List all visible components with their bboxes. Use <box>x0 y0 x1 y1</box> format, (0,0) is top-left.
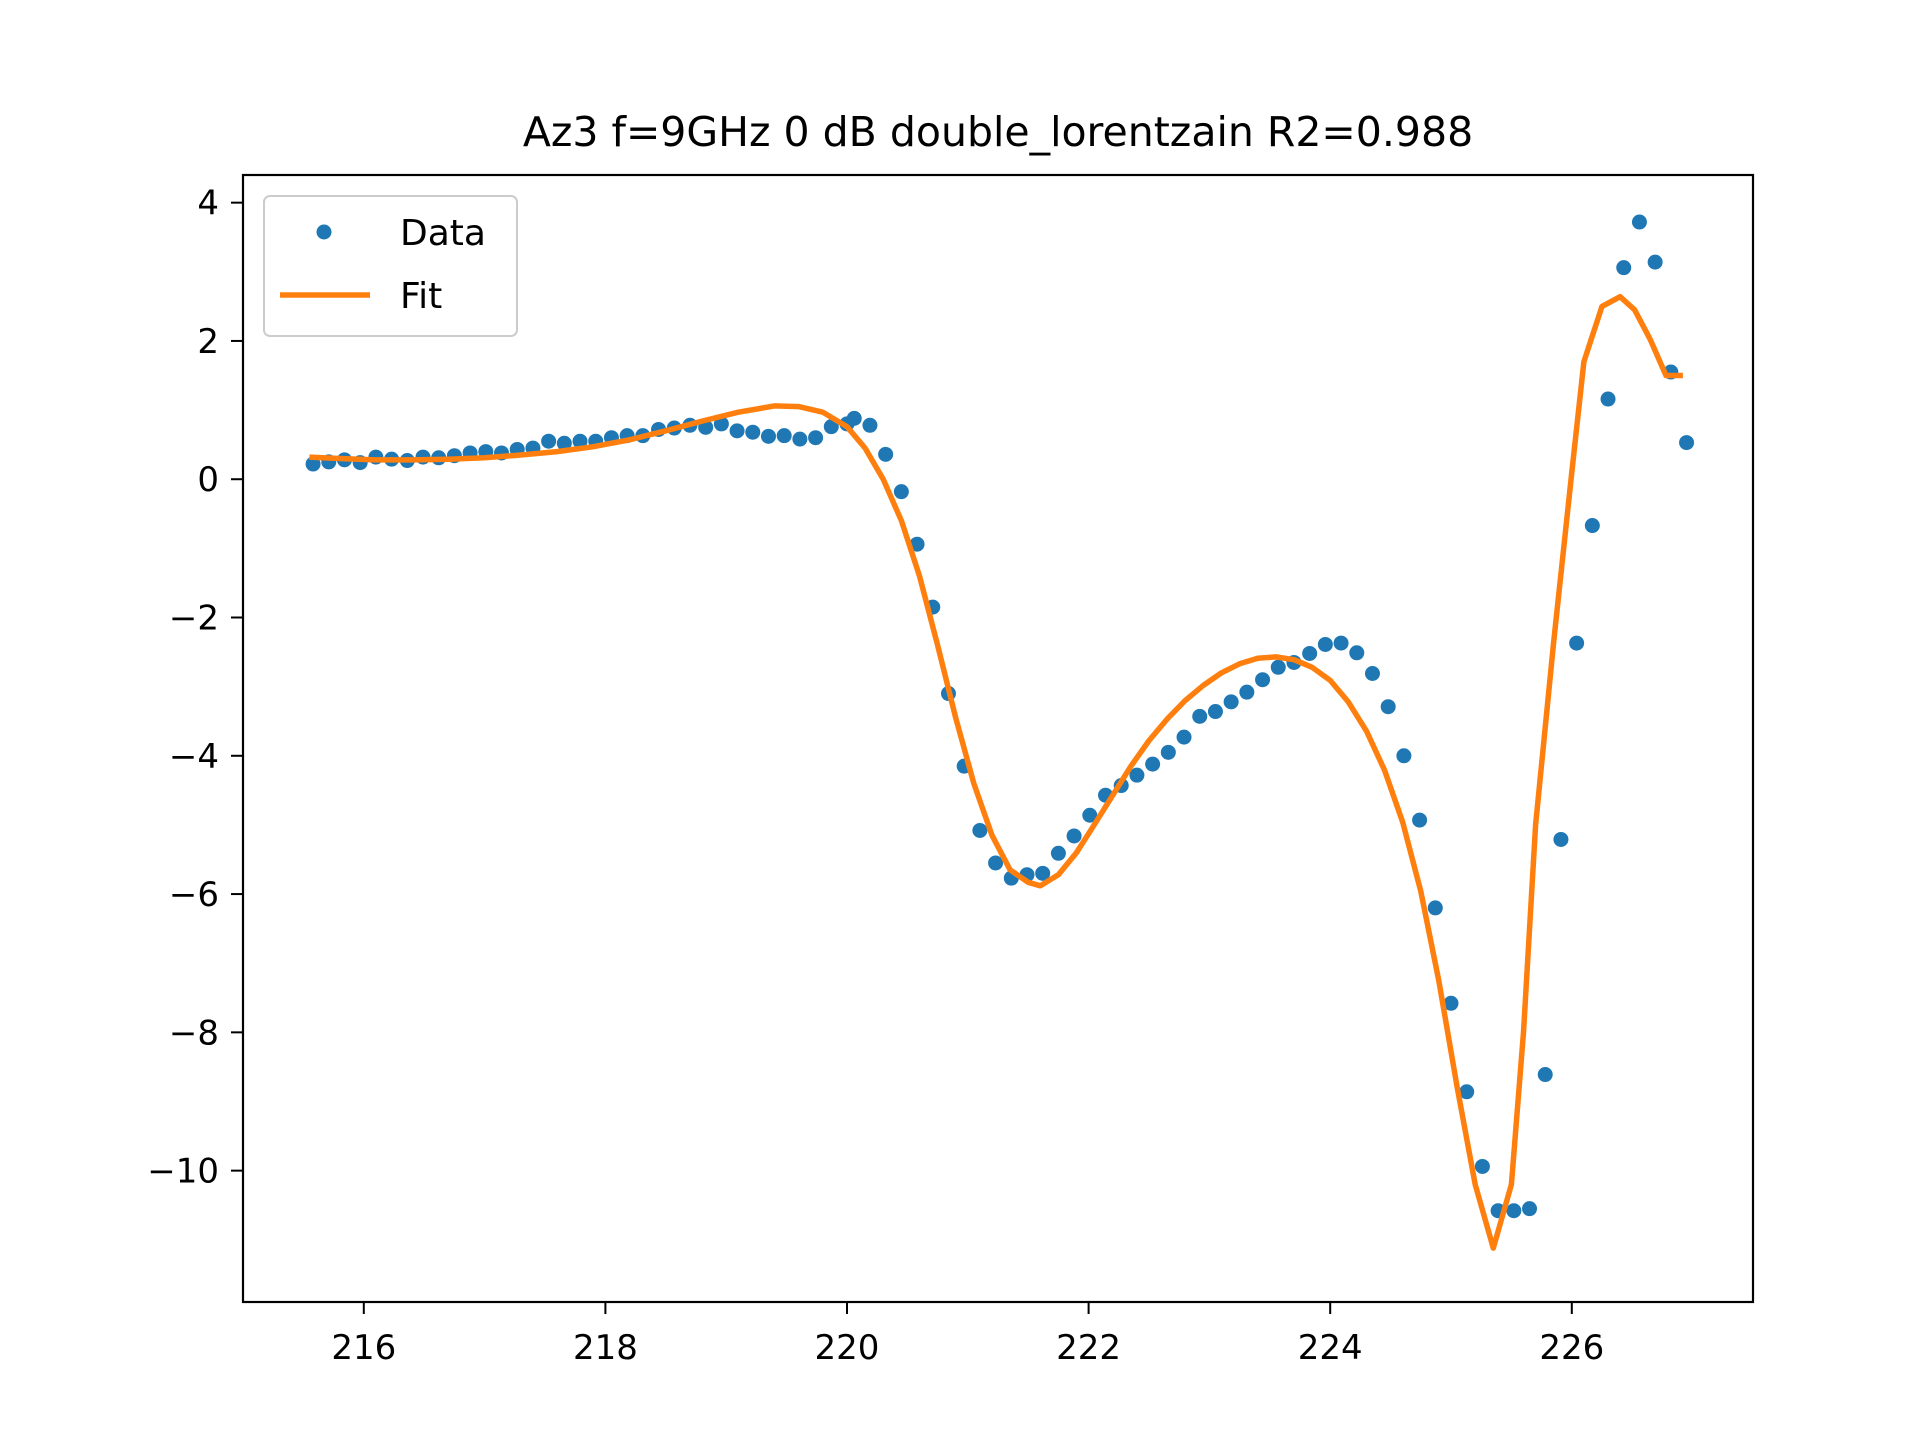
data-point <box>713 416 729 432</box>
data-point <box>823 419 839 435</box>
legend-label-data: Data <box>400 213 486 254</box>
data-point <box>1349 645 1365 661</box>
chart-title: Az3 f=9GHz 0 dB double_lorentzain R2=0.9… <box>523 108 1473 156</box>
y-tick-label: −8 <box>169 1013 219 1053</box>
data-point <box>862 417 878 433</box>
data-point <box>1679 435 1695 451</box>
data-point <box>1176 729 1192 745</box>
y-tick-label: −2 <box>169 599 219 639</box>
data-point <box>1317 636 1333 652</box>
data-point <box>729 423 745 439</box>
y-tick-label: 2 <box>197 322 219 362</box>
data-point <box>1255 672 1271 688</box>
data-point <box>1239 684 1255 700</box>
data-point <box>1396 748 1412 764</box>
data-point <box>1427 900 1443 916</box>
fit-line <box>309 293 1683 1251</box>
data-point <box>1459 1084 1475 1100</box>
legend-label-fit: Fit <box>400 276 442 317</box>
data-point <box>1160 744 1176 760</box>
data-point <box>878 446 894 462</box>
data-point <box>1066 828 1082 844</box>
data-point <box>972 822 988 838</box>
data-point <box>1207 704 1223 720</box>
data-point <box>556 435 572 451</box>
data-point <box>846 410 862 426</box>
data-point <box>1364 666 1380 682</box>
x-tick-label: 218 <box>573 1328 638 1368</box>
data-point <box>1333 635 1349 651</box>
data-point <box>1412 812 1428 828</box>
axis-ticks: 216 218 220 222 224 226 4 2 0 −2 −4 −6 −8 −10 <box>147 184 1604 1368</box>
data-point <box>1522 1201 1538 1217</box>
data-point <box>808 430 824 446</box>
data-point <box>1443 995 1459 1011</box>
x-tick-label: 220 <box>815 1328 880 1368</box>
data-point <box>1050 845 1066 861</box>
data-point <box>1537 1067 1553 1083</box>
y-tick-label: −10 <box>147 1152 219 1192</box>
data-point <box>1082 807 1098 823</box>
x-tick-label: 224 <box>1298 1328 1363 1368</box>
axes-frame <box>241 173 1755 1304</box>
data-point <box>1270 659 1286 675</box>
data-point <box>1600 391 1616 407</box>
x-tick-label: 216 <box>331 1328 396 1368</box>
data-point <box>760 428 776 444</box>
y-tick-label: −6 <box>169 875 219 915</box>
data-point <box>1380 699 1396 715</box>
legend: Data Fit <box>263 195 518 337</box>
data-point <box>776 428 792 444</box>
data-point <box>745 424 761 440</box>
data-point <box>1302 645 1318 661</box>
data-point <box>1616 260 1632 276</box>
data-point <box>893 484 909 500</box>
legend-data-marker <box>316 224 332 240</box>
data-point <box>572 433 588 449</box>
data-point <box>1553 831 1569 847</box>
data-point <box>1631 214 1647 230</box>
data-point <box>909 536 925 552</box>
x-tick-label: 222 <box>1056 1328 1121 1368</box>
data-point <box>1192 708 1208 724</box>
data-point <box>1035 865 1051 881</box>
y-tick-label: 0 <box>197 460 219 500</box>
data-point <box>1584 518 1600 534</box>
x-tick-label: 226 <box>1539 1328 1604 1368</box>
data-point <box>1506 1203 1522 1219</box>
data-point <box>305 456 321 472</box>
data-point <box>1223 694 1239 710</box>
data-point <box>1569 635 1585 651</box>
data-point <box>1129 767 1145 783</box>
data-point <box>1647 254 1663 270</box>
plot-area <box>305 214 1695 1251</box>
data-point <box>1145 756 1161 772</box>
data-point <box>792 431 808 447</box>
y-tick-label: −4 <box>169 737 219 777</box>
data-point <box>1474 1158 1490 1174</box>
data-point <box>541 433 557 449</box>
y-tick-label: 4 <box>197 184 219 224</box>
data-point <box>988 855 1004 871</box>
